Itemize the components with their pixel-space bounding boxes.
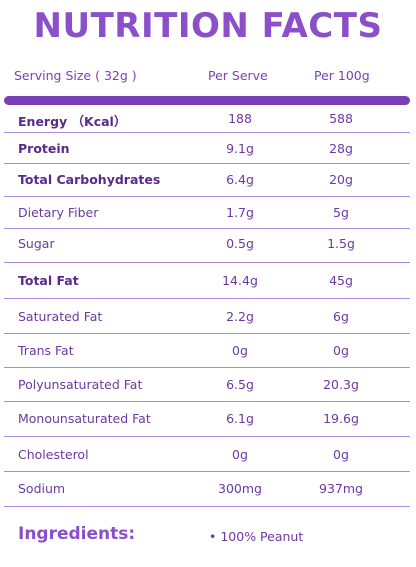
- per-100g-value: 5g: [333, 205, 349, 220]
- ingredients-value: • 100% Peanut: [209, 529, 304, 544]
- row-divider: [4, 262, 410, 263]
- row-divider: [4, 333, 410, 334]
- nutrient-name: Protein: [18, 141, 70, 156]
- nutrient-name: Energy （Kcal）: [18, 114, 127, 129]
- per-serve-value: 2.2g: [226, 309, 254, 324]
- per-100g-value: 0g: [333, 343, 349, 358]
- per-100g-value: 20.3g: [323, 377, 359, 392]
- per-serve-value: 6.5g: [226, 377, 254, 392]
- row-divider: [4, 401, 410, 402]
- row-divider: [4, 132, 410, 133]
- row-divider: [4, 163, 410, 164]
- header-divider-bar: [4, 96, 410, 105]
- row-divider: [4, 367, 410, 368]
- table-header: Serving Size ( 32g ) Per Serve Per 100g: [0, 68, 416, 88]
- nutrient-name: Total Fat: [18, 273, 79, 288]
- per-serve-value: 0g: [232, 343, 248, 358]
- row-divider: [4, 506, 410, 507]
- per-100g-value: 1.5g: [327, 236, 355, 251]
- per-serve-value: 9.1g: [226, 141, 254, 156]
- per-100g-value: 0g: [333, 447, 349, 462]
- per-100g-value: 937mg: [319, 481, 363, 496]
- per-100g-value: 28g: [329, 141, 353, 156]
- row-divider: [4, 471, 410, 472]
- per-serve-value: 6.4g: [226, 172, 254, 187]
- page-title: NUTRITION FACTS: [33, 6, 383, 46]
- per-serve-value: 1.7g: [226, 205, 254, 220]
- per-100g-value: 20g: [329, 172, 353, 187]
- per-100g-value: 19.6g: [323, 411, 359, 426]
- nutrient-name: Saturated Fat: [18, 309, 103, 324]
- serving-size-label: Serving Size ( 32g ): [14, 68, 137, 83]
- row-divider: [4, 196, 410, 197]
- per-100g-header: Per 100g: [314, 68, 370, 83]
- nutrient-name: Monounsaturated Fat: [18, 411, 151, 426]
- nutrient-name: Polyunsaturated Fat: [18, 377, 143, 392]
- row-divider: [4, 228, 410, 229]
- per-serve-value: 14.4g: [222, 273, 258, 288]
- ingredients-label: Ingredients:: [18, 524, 136, 544]
- per-100g-value: 588: [329, 111, 353, 126]
- nutrient-name: Trans Fat: [18, 343, 74, 358]
- row-divider: [4, 436, 410, 437]
- per-serve-value: 0g: [232, 447, 248, 462]
- nutrient-name: Total Carbohydrates: [18, 172, 161, 187]
- per-serve-value: 188: [228, 111, 252, 126]
- per-serve-value: 300mg: [218, 481, 262, 496]
- nutrient-name: Sodium: [18, 481, 66, 496]
- per-serve-header: Per Serve: [208, 68, 268, 83]
- per-serve-value: 6.1g: [226, 411, 254, 426]
- per-100g-value: 6g: [333, 309, 349, 324]
- row-divider: [4, 298, 410, 299]
- nutrient-name: Sugar: [18, 236, 55, 251]
- nutrient-name: Dietary Fiber: [18, 205, 99, 220]
- nutrient-name: Cholesterol: [18, 447, 89, 462]
- per-100g-value: 45g: [329, 273, 353, 288]
- per-serve-value: 0.5g: [226, 236, 254, 251]
